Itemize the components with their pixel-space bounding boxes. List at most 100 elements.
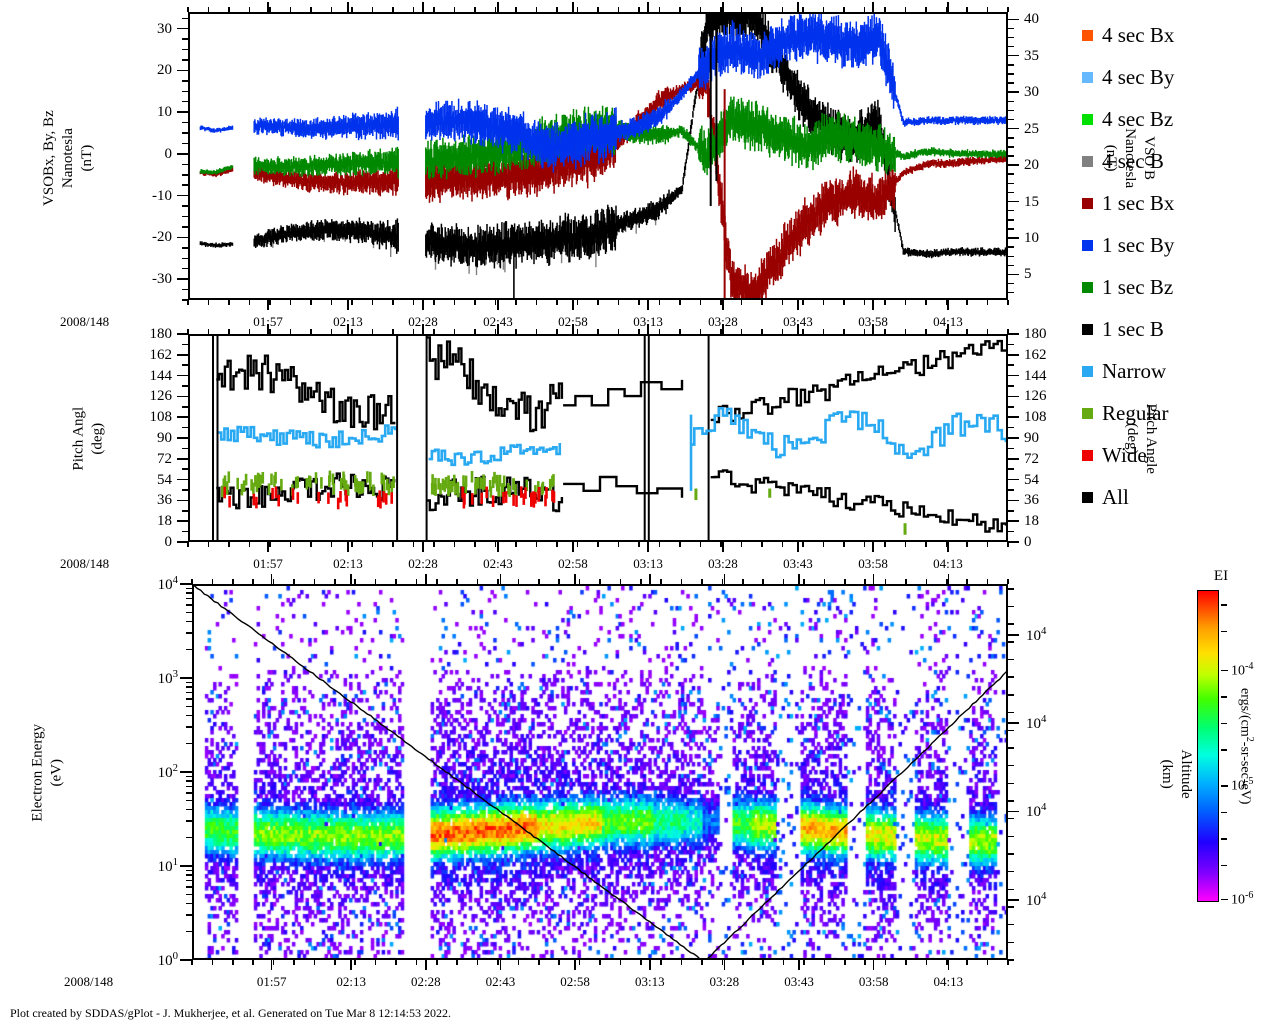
axis-tick-mark: [535, 7, 538, 12]
axis-tick-mark: [1008, 27, 1014, 30]
axis-tick-mark: [649, 574, 651, 584]
axis-tick-mark: [802, 542, 804, 547]
axis-tick-mark: [186, 914, 192, 916]
legend-item-wide[interactable]: Wide: [1082, 434, 1272, 476]
panel1-right-tick-label: 5: [1024, 266, 1032, 283]
axis-tick-mark: [1008, 374, 1019, 377]
legend-item-1-sec-by[interactable]: 1 sec By: [1082, 224, 1272, 266]
axis-tick-mark: [182, 343, 188, 346]
axis-tick-mark: [186, 879, 192, 882]
x-tick-label: 03:28: [708, 314, 738, 329]
panel2-right-tick-label: 108: [1024, 409, 1047, 426]
panel1-right-tick-label: 15: [1024, 193, 1039, 210]
axis-tick-mark: [1008, 18, 1014, 21]
axis-tick-mark: [679, 329, 681, 334]
axis-tick-mark: [658, 329, 661, 334]
axis-tick-mark: [863, 7, 866, 12]
axis-tick-mark: [1008, 530, 1014, 533]
axis-tick-mark: [781, 7, 784, 12]
axis-tick-mark: [844, 579, 846, 584]
axis-tick-mark: [182, 184, 188, 186]
axis-tick-mark: [186, 780, 192, 782]
legend: 4 sec Bx 4 sec By 4 sec Bz 4 sec B 1 sec Bx 1…: [1082, 14, 1272, 518]
axis-tick-mark: [211, 579, 214, 584]
legend-label: Wide: [1102, 442, 1147, 467]
legend-item-narrow[interactable]: Narrow: [1082, 350, 1272, 392]
axis-tick-mark: [1008, 747, 1014, 749]
x-tick-label: 02:13: [333, 314, 363, 329]
legend-item-4-sec-bz[interactable]: 4 sec Bz: [1082, 98, 1272, 140]
plot-credit-footer: Plot created by SDDAS/gPlot - J. Mukherj…: [10, 1006, 451, 1020]
legend-item-1-sec-bz[interactable]: 1 sec Bz: [1082, 266, 1272, 308]
axis-tick-mark: [182, 489, 188, 491]
axis-tick-mark: [476, 579, 479, 584]
axis-tick-mark: [1008, 64, 1014, 66]
axis-tick-mark: [182, 236, 188, 239]
axis-tick-mark: [679, 542, 681, 547]
colorbar-minor-tick-mark: [1221, 630, 1227, 633]
axis-tick-mark: [1008, 282, 1014, 285]
axis-tick-mark: [1008, 764, 1014, 767]
axis-tick-mark: [425, 960, 427, 970]
axis-tick-mark: [182, 267, 188, 270]
axis-tick-mark: [186, 836, 192, 839]
axis-tick-mark: [742, 579, 744, 584]
axis-tick-mark: [1008, 73, 1014, 75]
axis-tick-mark: [182, 406, 188, 408]
legend-item-all[interactable]: All: [1082, 476, 1272, 518]
colorbar-minor-tick-mark: [1221, 811, 1227, 814]
axis-tick-mark: [1007, 300, 1009, 305]
legend-item-4-sec-bx[interactable]: 4 sec Bx: [1082, 14, 1272, 56]
axis-tick-mark: [182, 215, 188, 218]
legend-label: 4 sec Bz: [1102, 106, 1174, 131]
axis-tick-mark: [925, 579, 928, 584]
axis-tick-mark: [248, 300, 251, 305]
axis-tick-mark: [986, 960, 989, 965]
axis-tick-mark: [186, 698, 192, 700]
panel2-left-tick-label: 162: [149, 346, 173, 363]
x-tick-label: 01:57: [256, 974, 287, 989]
axis-tick-mark: [1008, 264, 1014, 267]
axis-tick-mark: [182, 510, 188, 512]
axis-tick-mark: [182, 174, 188, 176]
axis-tick-mark: [182, 48, 188, 51]
axis-tick-mark: [803, 960, 805, 965]
axis-tick-mark: [1008, 959, 1014, 961]
panel2-right-tick-label: 0: [1024, 534, 1032, 550]
axis-tick-mark: [1008, 478, 1019, 481]
legend-swatch-icon: [1082, 29, 1093, 41]
axis-tick-mark: [556, 329, 558, 334]
axis-tick-mark: [1007, 542, 1009, 547]
panel2-right-tick-label: 90: [1024, 430, 1039, 446]
panel1-right-tick-label: 30: [1024, 84, 1039, 101]
x-tick-label: 02:28: [408, 556, 438, 571]
axis-tick-mark: [699, 329, 702, 334]
spacecraft-altitude-curve: [194, 586, 1006, 958]
panel3-left-axis-title-l1: Electron Energy: [29, 723, 46, 822]
legend-label: 4 sec Bx: [1102, 22, 1175, 47]
axis-tick-mark: [640, 960, 642, 965]
axis-tick-mark: [872, 324, 874, 334]
axis-tick-mark: [494, 300, 497, 305]
x-tick-label: 03:28: [708, 556, 738, 571]
axis-tick-mark: [617, 7, 620, 12]
axis-tick-mark: [946, 960, 948, 965]
axis-tick-mark: [186, 632, 192, 634]
axis-tick-mark: [572, 2, 574, 12]
axis-tick-mark: [864, 960, 866, 965]
legend-item-regular[interactable]: Regular: [1082, 392, 1272, 434]
axis-tick-mark: [350, 960, 352, 970]
legend-item-1-sec-b[interactable]: 1 sec B: [1082, 308, 1272, 350]
axis-tick-mark: [392, 7, 394, 12]
legend-item-1-sec-bx[interactable]: 1 sec Bx: [1082, 182, 1272, 224]
legend-label: 4 sec By: [1102, 64, 1175, 89]
axis-tick-mark: [798, 574, 800, 584]
axis-tick-mark: [186, 902, 192, 905]
legend-item-4-sec-b[interactable]: 4 sec B: [1082, 140, 1272, 182]
panel2-right-tick-label: 54: [1024, 471, 1039, 488]
axis-tick-mark: [1008, 541, 1019, 543]
colorbar-tick-mark: [1221, 785, 1228, 787]
axis-tick-mark: [617, 300, 620, 305]
axis-tick-mark: [186, 714, 192, 717]
legend-item-4-sec-by[interactable]: 4 sec By: [1082, 56, 1272, 98]
